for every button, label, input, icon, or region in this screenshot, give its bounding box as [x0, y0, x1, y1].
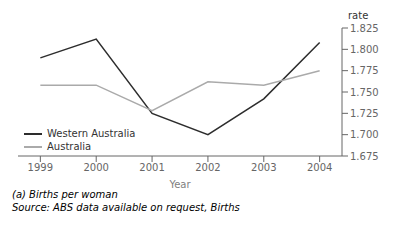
svg-text:1.750: 1.750: [350, 87, 379, 98]
svg-text:Year: Year: [168, 179, 191, 188]
svg-text:1999: 1999: [28, 162, 53, 173]
html-text:rate: rate: [348, 10, 369, 21]
svg-text:1.775: 1.775: [350, 65, 379, 76]
svg-text:1.700: 1.700: [350, 129, 379, 140]
svg-text:2003: 2003: [251, 162, 276, 173]
svg-text:1.725: 1.725: [350, 108, 379, 119]
svg-text:2001: 2001: [139, 162, 164, 173]
html-text:(a) Births per woman: (a) Births per woman: [12, 189, 118, 200]
svg-text:2000: 2000: [83, 162, 108, 173]
html-text:Source: ABS data available on: Source: ABS data available on request, B…: [12, 202, 240, 213]
html-text:Western Australia: Western Australia: [47, 128, 136, 139]
svg-text:1.800: 1.800: [350, 44, 379, 55]
html-text:Australia: Australia: [47, 141, 92, 152]
svg-text:1.675: 1.675: [350, 151, 379, 162]
svg-text:1.825: 1.825: [350, 23, 379, 34]
svg-text:2002: 2002: [195, 162, 220, 173]
svg-text:2004: 2004: [307, 162, 332, 173]
